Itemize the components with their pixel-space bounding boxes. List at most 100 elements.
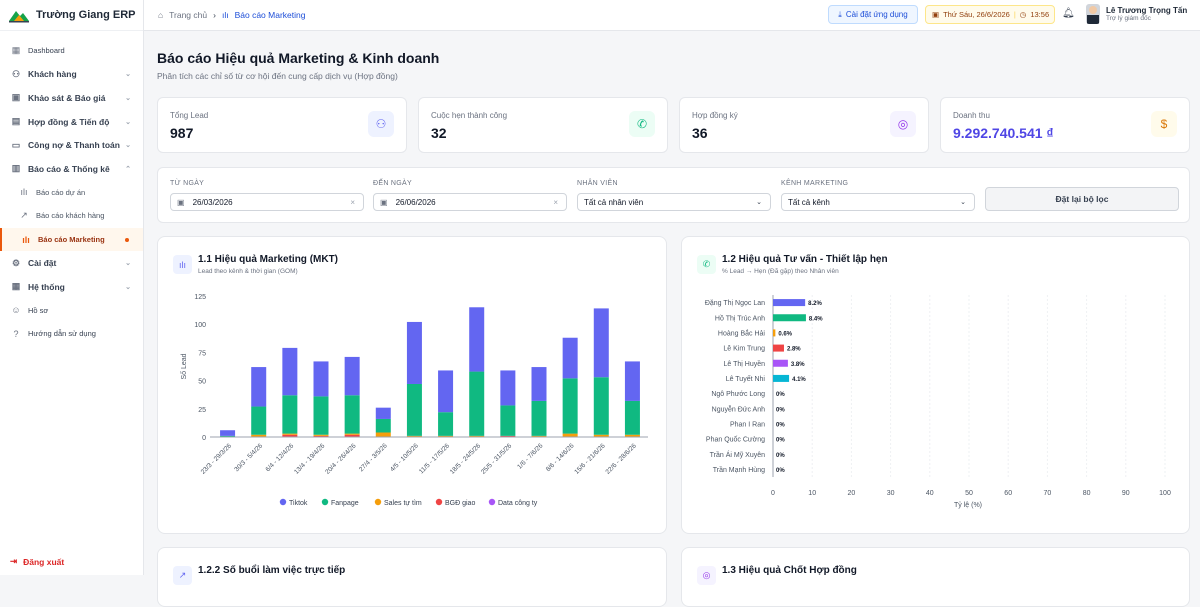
bar-segment [375, 418, 391, 433]
clock-icon: ◷ [1019, 10, 1027, 19]
x-tick-label: 23/3 - 29/3/26 [200, 442, 234, 476]
bar-segment [282, 347, 298, 396]
legend-label: Tiktok [289, 500, 308, 507]
chevron-down-icon: ⌄ [125, 94, 131, 102]
x-tick-label: 13/4 - 19/4/26 [293, 442, 327, 476]
y-axis-label: Số Lead [179, 353, 188, 379]
kpi-label: Hợp đồng ký [692, 111, 738, 120]
channel-select[interactable]: Tất cả kênh ⌄ [781, 193, 975, 211]
bar-segment [562, 433, 578, 437]
chart-icon: ▥ [11, 163, 21, 174]
user-menu[interactable]: Lê Trương Trọng Tấn Trợ lý giám đốc [1086, 4, 1187, 24]
topbar: ⌂ Trang chủ › ılı Báo cáo Marketing ⤓ Cài… [144, 0, 1200, 31]
bell-icon[interactable]: 🔔︎ [1062, 8, 1075, 19]
server-icon: ▦ [11, 281, 21, 292]
chevron-down-icon: ⌄ [125, 71, 131, 79]
logout-label: Đăng xuất [23, 556, 65, 567]
sidebar-item-label: Báo cáo Marketing [38, 235, 105, 245]
sidebar-item-huong-dan[interactable]: ? Hướng dẫn sử dụng [0, 322, 143, 346]
wallet-icon: ▭ [11, 139, 21, 150]
bar [773, 299, 806, 307]
bar-segment [531, 435, 547, 437]
kpi-contracts: Hợp đồng ký 36 ◎ [679, 97, 929, 153]
current-time: 13:56 [1030, 10, 1050, 19]
sidebar-item-he-thong[interactable]: ▦ Hệ thống ⌄ [0, 275, 143, 299]
clipboard-icon: ▣ [11, 92, 21, 103]
bar-segment [406, 383, 422, 436]
bar-segment [344, 395, 360, 434]
chevron-down-icon: ⌄ [125, 142, 131, 150]
users-icon: ⚇ [11, 68, 21, 79]
data-label: 0% [776, 422, 785, 428]
sidebar-item-khach-hang[interactable]: ⚇ Khách hàng ⌄ [0, 63, 143, 87]
sidebar-item-cai-dat[interactable]: ⚙ Cài đặt ⌄ [0, 251, 143, 275]
kpi-label: Cuộc hẹn thành công [431, 111, 508, 120]
dollar-icon: $ [1151, 111, 1177, 137]
sidebar-item-label: Cài đặt [28, 258, 57, 269]
x-tick-label: 27/4 - 3/5/26 [358, 442, 389, 473]
legend-label: Fanpage [331, 500, 359, 507]
kpi-appointments: Cuộc hẹn thành công 32 ✆ [418, 97, 668, 153]
bar-segment [344, 433, 360, 435]
current-date: Thứ Sáu, 26/6/2026 [943, 10, 1010, 19]
briefcase-icon: ▤ [11, 116, 21, 127]
breadcrumb-home[interactable]: Trang chủ [169, 10, 208, 20]
legend-label: BGĐ giao [445, 500, 475, 507]
bar [773, 374, 790, 382]
card-title: 1.2.2 Số buổi làm việc trực tiếp [198, 565, 346, 576]
y-tick-label: Lê Thị Huyền [723, 359, 765, 368]
data-label: 2.8% [787, 347, 801, 353]
phone-icon: ✆ [629, 111, 655, 137]
x-tick-label: 40 [926, 490, 934, 497]
sidebar-item-bao-cao-marketing[interactable]: ılı Báo cáo Marketing [0, 227, 143, 252]
reset-filter-button[interactable]: Đặt lại bộ lọc [985, 187, 1179, 211]
logout-button[interactable]: ⇥ Đăng xuất [10, 556, 64, 567]
legend-marker [279, 498, 287, 506]
y-tick-label: Phan Quốc Cường [706, 435, 765, 444]
bar-segment [282, 395, 298, 434]
x-tick-label: 4/5 - 10/5/26 [389, 442, 420, 473]
bar-segment [469, 307, 485, 372]
y-tick-label: Trần Mạnh Hùng [713, 465, 765, 474]
sidebar-item-hop-dong[interactable]: ▤ Hợp đồng & Tiến độ ⌄ [0, 110, 143, 134]
sidebar-item-label: Khảo sát & Báo giá [28, 92, 106, 103]
to-date-input[interactable]: ▣ 26/06/2026 × [373, 193, 567, 211]
marketing-bar-chart: 0 25 50 75 100 125 Số Lead 23/3 - 29/3/26 30/3 -… [179, 294, 648, 507]
kpi-value: 32 [431, 125, 447, 141]
sidebar-item-bao-cao-du-an[interactable]: ılı Báo cáo dự án [0, 181, 143, 205]
bar-segment [251, 406, 267, 435]
bar-segment [375, 432, 391, 437]
legend-marker [374, 498, 382, 506]
card-subtitle: Lead theo kênh & thời gian (GOM) [198, 268, 298, 275]
sidebar-item-bao-cao-khach-hang[interactable]: ↗ Báo cáo khách hàng [0, 204, 143, 228]
brand[interactable]: Trường Giang ERP [0, 0, 143, 31]
bar-segment [500, 370, 516, 406]
sidebar-item-khao-sat[interactable]: ▣ Khảo sát & Báo giá ⌄ [0, 86, 143, 110]
breadcrumb: ⌂ Trang chủ › ılı Báo cáo Marketing [158, 10, 305, 20]
chevron-down-icon: ⌄ [125, 260, 131, 268]
sidebar-item-dashboard[interactable]: ▦ Dashboard [0, 39, 143, 63]
y-tick-label: Nguyễn Đức Anh [712, 404, 765, 413]
x-tick-label: 70 [1044, 490, 1052, 497]
bar-segment [313, 396, 329, 435]
sidebar-item-label: Hệ thống [28, 281, 65, 292]
channel-label: KÊNH MARKETING [781, 180, 849, 187]
kpi-label: Doanh thu [953, 111, 990, 120]
clear-icon[interactable]: × [553, 197, 558, 207]
sidebar-item-ho-so[interactable]: ☺ Hồ sơ [0, 299, 143, 323]
date-time-display: ▣ Thứ Sáu, 26/6/2026 | ◷ 13:56 [925, 5, 1055, 24]
clear-icon[interactable]: × [350, 197, 355, 207]
grid-icon: ▦ [11, 45, 21, 56]
sidebar-item-label: Hướng dẫn sử dụng [28, 329, 96, 339]
bar-segment [438, 435, 454, 437]
sidebar-item-cong-no[interactable]: ▭ Công nợ & Thanh toán ⌄ [0, 133, 143, 157]
bar-segment [406, 321, 422, 384]
staff-select[interactable]: Tất cả nhân viên ⌄ [577, 193, 771, 211]
sidebar-item-bao-cao[interactable]: ▥ Báo cáo & Thống kê ⌃ [0, 157, 143, 181]
active-dot [125, 237, 129, 242]
sidebar-item-label: Báo cáo khách hàng [36, 211, 105, 221]
from-date-input[interactable]: ▣ 26/03/2026 × [170, 193, 364, 211]
install-app-button[interactable]: ⤓ Cài đặt ứng dụng [828, 5, 918, 24]
x-tick-label: 90 [1122, 490, 1130, 497]
y-tick-label: 125 [194, 294, 206, 301]
